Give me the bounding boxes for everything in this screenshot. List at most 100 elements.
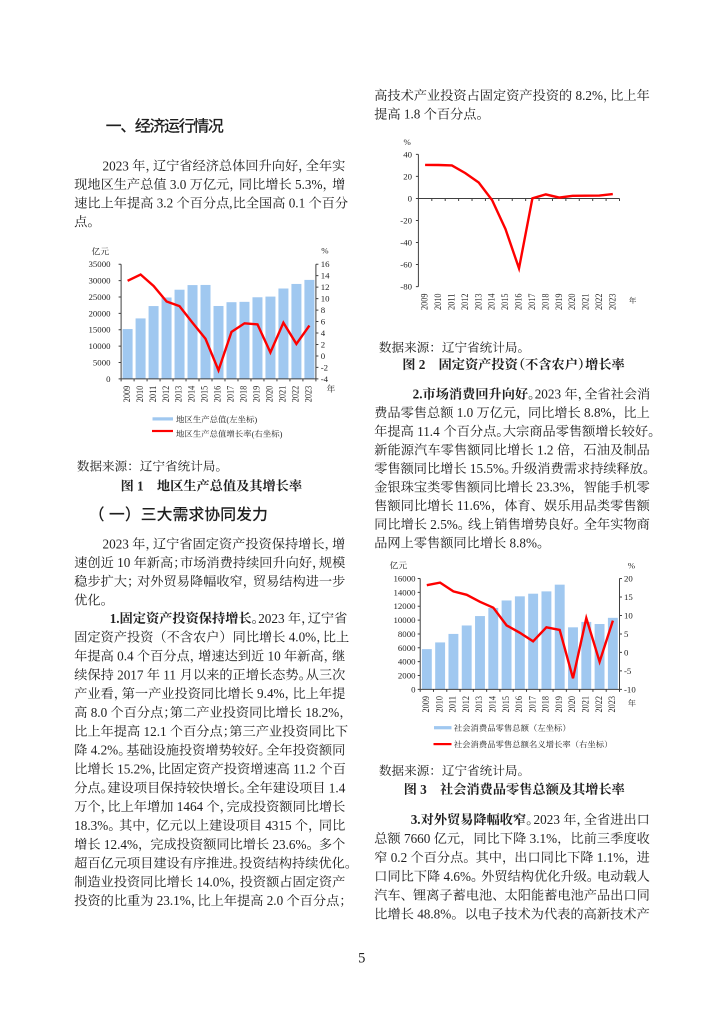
svg-text:8.2%: 8.2%: [576, 88, 603, 103]
svg-text:2009: 2009: [420, 293, 431, 310]
svg-text:2018: 2018: [541, 696, 552, 713]
svg-text:11.2: 11.2: [293, 761, 316, 776]
svg-text:1.1%: 1.1%: [597, 850, 624, 865]
svg-text:35000: 35000: [89, 259, 112, 269]
svg-text:15000: 15000: [89, 325, 112, 335]
svg-text:-80: -80: [400, 282, 412, 292]
svg-text:10000: 10000: [394, 615, 417, 625]
svg-text:(: (: [252, 430, 255, 439]
svg-text:0.1: 0.1: [289, 196, 305, 211]
svg-text:16: 16: [321, 259, 330, 269]
svg-text:2012: 2012: [461, 696, 472, 713]
svg-text:25000: 25000: [89, 292, 112, 302]
svg-text:2009: 2009: [122, 386, 133, 403]
svg-text:15.5%: 15.5%: [470, 461, 504, 476]
svg-text:1.0: 1.0: [457, 405, 474, 420]
svg-text:15: 15: [624, 592, 633, 602]
svg-text:8.8%: 8.8%: [510, 535, 537, 550]
svg-text:2014: 2014: [187, 386, 198, 403]
svg-text:2017: 2017: [226, 386, 237, 403]
svg-text:2016: 2016: [514, 293, 525, 310]
svg-text:2023: 2023: [534, 812, 561, 827]
svg-text:2011: 2011: [448, 696, 459, 713]
svg-text:10: 10: [321, 294, 330, 304]
svg-text:1464: 1464: [177, 799, 204, 814]
svg-text:5000: 5000: [93, 358, 111, 368]
svg-text:23.1%: 23.1%: [157, 893, 191, 908]
svg-text:12000: 12000: [394, 601, 417, 611]
svg-text:14: 14: [321, 271, 330, 281]
svg-text:-5: -5: [624, 666, 632, 676]
svg-text:12: 12: [321, 282, 330, 292]
svg-text:2.5%: 2.5%: [430, 517, 457, 532]
svg-text:3: 3: [420, 782, 427, 797]
svg-text:-10: -10: [624, 684, 636, 694]
svg-text:2010: 2010: [135, 386, 146, 403]
svg-text:20000: 20000: [89, 308, 112, 318]
svg-text:10: 10: [268, 649, 282, 664]
svg-text:2012: 2012: [460, 293, 471, 310]
svg-text:2021: 2021: [278, 386, 289, 403]
svg-text:2020: 2020: [265, 386, 276, 403]
svg-text:2013: 2013: [474, 696, 485, 713]
svg-text:-40: -40: [400, 238, 412, 248]
svg-text:3.: 3.: [411, 812, 421, 827]
svg-text:40: 40: [403, 149, 412, 159]
svg-text:2016: 2016: [514, 696, 525, 713]
svg-text:2012: 2012: [161, 386, 172, 403]
svg-text:2023: 2023: [258, 611, 285, 626]
svg-text:2023: 2023: [535, 387, 562, 402]
svg-text:2019: 2019: [554, 293, 565, 310]
svg-text:%: %: [404, 137, 412, 147]
svg-text:-2: -2: [321, 362, 328, 372]
svg-text:14.0%: 14.0%: [196, 874, 230, 889]
svg-text:0: 0: [321, 351, 326, 361]
svg-text:2016: 2016: [213, 386, 224, 403]
svg-text:2017: 2017: [527, 293, 538, 310]
svg-text:4.6%: 4.6%: [444, 869, 471, 884]
svg-text:4.0%: 4.0%: [289, 630, 316, 645]
svg-text:6000: 6000: [398, 643, 416, 653]
svg-text:8000: 8000: [398, 629, 416, 639]
svg-text:4000: 4000: [398, 657, 416, 667]
svg-text:15.2%: 15.2%: [117, 761, 151, 776]
svg-text:2015: 2015: [501, 696, 512, 713]
svg-text:0: 0: [624, 647, 629, 657]
svg-text:2011: 2011: [148, 386, 159, 403]
svg-text:10: 10: [624, 611, 633, 621]
svg-text:(: (: [226, 415, 229, 424]
svg-text:2023: 2023: [304, 386, 315, 403]
svg-text:3.0: 3.0: [170, 177, 187, 192]
svg-text:23.3%: 23.3%: [536, 480, 570, 495]
svg-text:2020: 2020: [567, 293, 578, 310]
svg-text:2023: 2023: [103, 537, 130, 552]
svg-text:7660: 7660: [404, 831, 431, 846]
svg-text:2.0: 2.0: [267, 893, 284, 908]
svg-text:2013: 2013: [174, 386, 185, 403]
svg-text:0.2: 0.2: [391, 850, 407, 865]
svg-text:2010: 2010: [434, 696, 445, 713]
svg-text:4: 4: [321, 328, 326, 338]
svg-text:4315: 4315: [265, 818, 292, 833]
svg-text:2013: 2013: [473, 293, 484, 310]
svg-text:9.4%: 9.4%: [257, 686, 284, 701]
svg-text:11.6%: 11.6%: [457, 498, 491, 513]
svg-text:1.4: 1.4: [329, 780, 346, 795]
svg-text:,: ,: [229, 196, 232, 211]
svg-text:2014: 2014: [487, 293, 498, 310]
svg-text:4.2%: 4.2%: [91, 743, 118, 758]
svg-text:20: 20: [403, 171, 412, 181]
svg-text:2023: 2023: [607, 696, 618, 713]
svg-text:%: %: [321, 246, 329, 256]
svg-text:1.8: 1.8: [404, 107, 421, 122]
svg-text:10: 10: [117, 555, 131, 570]
svg-text:8.8%: 8.8%: [584, 405, 611, 420]
svg-text:5.3%: 5.3%: [295, 177, 322, 192]
svg-text:0: 0: [408, 194, 413, 204]
svg-text:12.1: 12.1: [144, 724, 167, 739]
svg-text:-4: -4: [321, 374, 329, 384]
svg-text:18.3%: 18.3%: [74, 818, 108, 833]
svg-text:2021: 2021: [581, 696, 592, 713]
svg-text:2022: 2022: [594, 696, 605, 713]
svg-text:16000: 16000: [394, 574, 417, 584]
